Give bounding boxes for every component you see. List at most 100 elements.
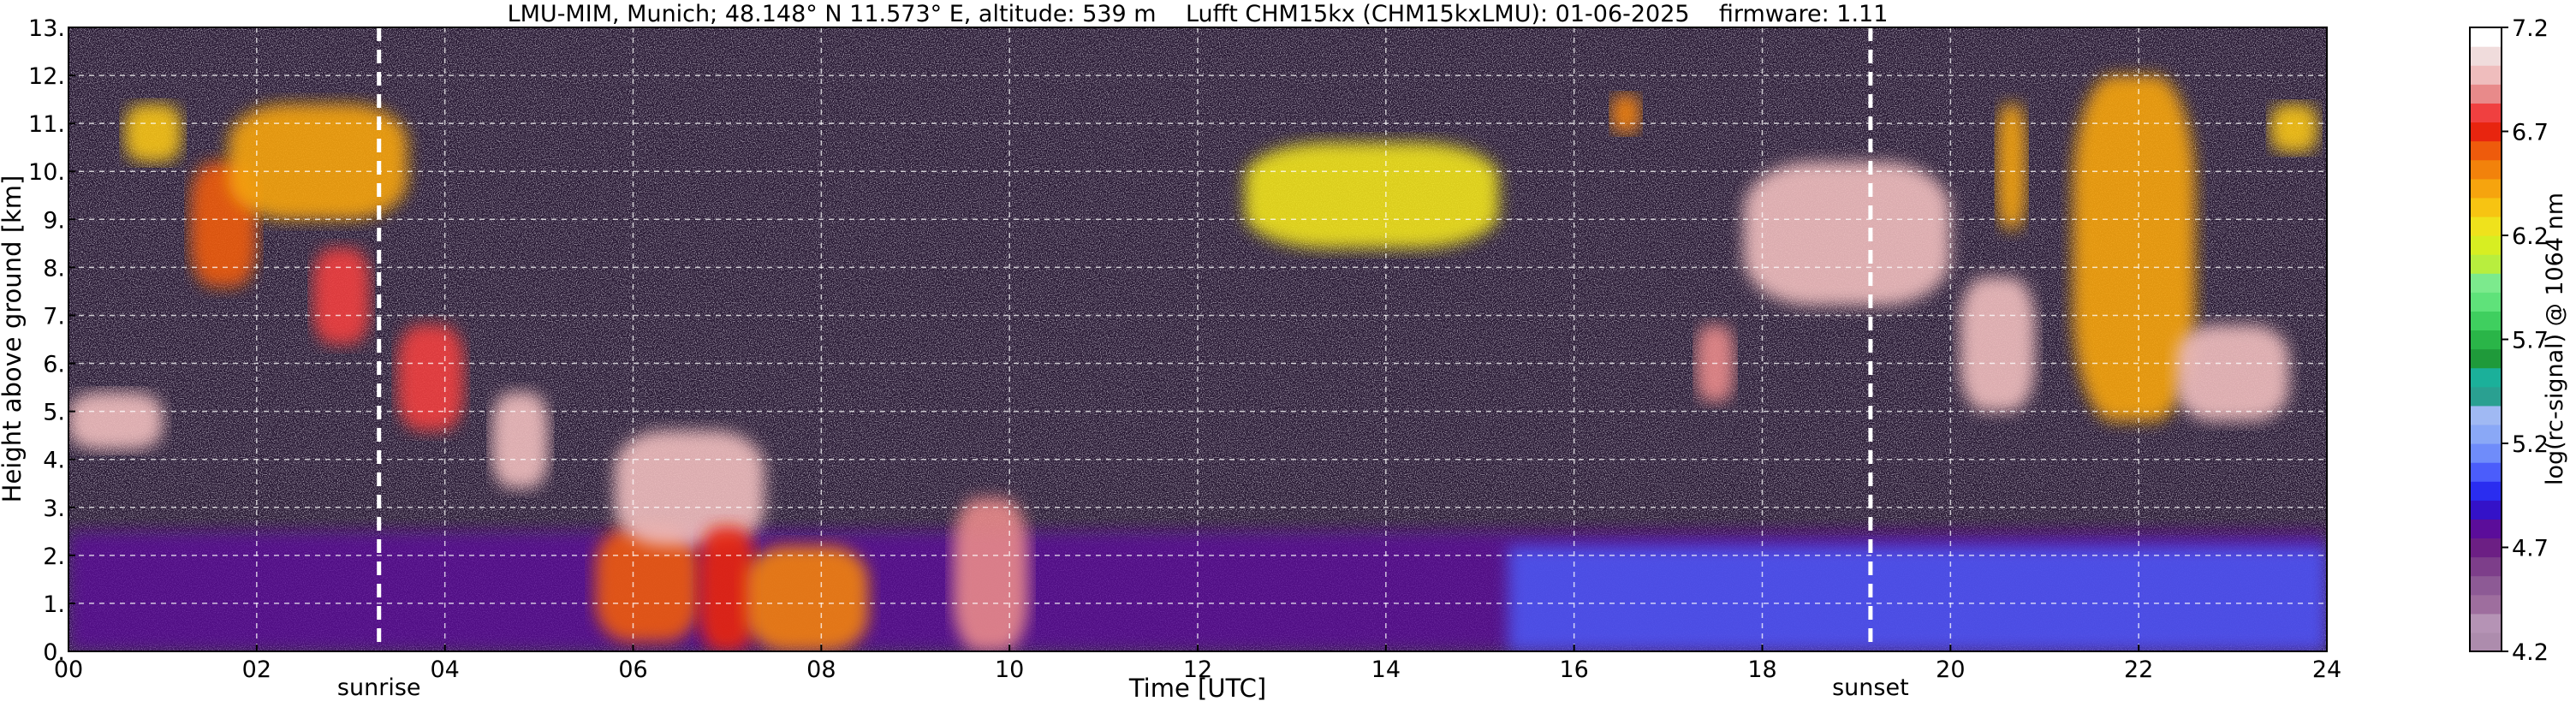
feature-aerosol_layer-1 bbox=[1508, 545, 2327, 651]
colorbar-segment bbox=[2470, 632, 2502, 652]
event-markers: sunrise sunset bbox=[337, 27, 1909, 701]
feature-cloud-22 bbox=[2270, 104, 2318, 152]
x-tick-label: 18 bbox=[1747, 656, 1776, 683]
colorbar-segment bbox=[2470, 65, 2502, 85]
colorbar-label: log(rc-signal) @ 1064 nm bbox=[2542, 193, 2568, 485]
colorbar-segment bbox=[2470, 254, 2502, 274]
chart-title: LMU-MIM, Munich; 48.148° N 11.573° E, al… bbox=[508, 1, 1889, 27]
colorbar-segment bbox=[2470, 103, 2502, 123]
feature-cloud-3 bbox=[124, 104, 181, 163]
colorbar-segment bbox=[2470, 84, 2502, 104]
colorbar-segment bbox=[2470, 424, 2502, 444]
y-axis-label: Height above ground [km] bbox=[0, 175, 27, 503]
x-tick-label: 06 bbox=[618, 656, 647, 683]
y-tick-label: 7. bbox=[43, 303, 65, 330]
y-tick-label: 1. bbox=[43, 591, 65, 618]
colorbar-segment bbox=[2470, 367, 2502, 388]
x-tick-label: 04 bbox=[430, 656, 459, 683]
colorbar-segment bbox=[2470, 159, 2502, 180]
x-tick-label: 08 bbox=[806, 656, 836, 683]
colorbar-segment bbox=[2470, 613, 2502, 633]
colorbar-segment bbox=[2470, 405, 2502, 425]
colorbar-segment bbox=[2470, 462, 2502, 482]
x-axis-label: Time [UTC] bbox=[1128, 674, 1266, 703]
feature-cloud-15 bbox=[1611, 94, 1640, 134]
colorbar-tick-label: 6.2 bbox=[2512, 223, 2549, 250]
feature-cloud-7 bbox=[397, 324, 464, 431]
colorbar-segment bbox=[2470, 481, 2502, 501]
x-tick-label: 02 bbox=[242, 656, 271, 683]
y-tick-label: 9. bbox=[43, 207, 65, 234]
x-tick-label: 14 bbox=[1371, 656, 1401, 683]
feature-cloud-21 bbox=[2176, 324, 2290, 421]
x-tick-label: 20 bbox=[1936, 656, 1965, 683]
feature-cloud-17 bbox=[1743, 162, 1951, 306]
colorbar-segment bbox=[2470, 178, 2502, 199]
y-tick-label: 4. bbox=[43, 448, 65, 474]
feature-cloud-13 bbox=[953, 497, 1029, 651]
x-axis-ticks: 00 02 04 06 08 10 12 14 16 18 20 22 24 bbox=[54, 645, 2341, 683]
colorbar-segment bbox=[2470, 235, 2502, 255]
y-tick-label: 12. bbox=[28, 63, 65, 90]
colorbar-tick-label: 5.7 bbox=[2512, 328, 2549, 354]
feature-cloud-12 bbox=[746, 545, 869, 651]
colorbar-segment bbox=[2470, 330, 2502, 350]
colorbar-ticks: 4.2 4.7 5.2 5.7 6.2 6.7 7.2 bbox=[2502, 15, 2549, 666]
colorbar-segment bbox=[2470, 519, 2502, 539]
y-tick-label: 11. bbox=[28, 111, 65, 138]
x-tick-label: 16 bbox=[1559, 656, 1588, 683]
backscatter-features bbox=[68, 75, 2327, 651]
y-axis-ticks: 0. 1. 2. 3. 4. 5. 6. 7. 8. 9. 10. 11. 12. 13. bbox=[28, 15, 75, 666]
colorbar-segment bbox=[2470, 443, 2502, 463]
feature-cloud-11 bbox=[699, 526, 756, 651]
feature-cloud-6 bbox=[312, 247, 370, 345]
x-tick-label: 10 bbox=[995, 656, 1024, 683]
x-tick-label: 12 bbox=[1183, 656, 1212, 683]
y-tick-label: 2. bbox=[43, 544, 65, 570]
colorbar-segment bbox=[2470, 292, 2502, 312]
colorbar-segment bbox=[2470, 386, 2502, 407]
y-tick-label: 3. bbox=[43, 496, 65, 522]
x-tick-label: 24 bbox=[2312, 656, 2341, 683]
y-tick-label: 5. bbox=[43, 400, 65, 426]
colorbar-tick-label: 7.2 bbox=[2512, 15, 2549, 42]
feature-cloud-5 bbox=[228, 104, 408, 220]
y-tick-label: 0. bbox=[43, 639, 65, 666]
colorbar-segment bbox=[2470, 556, 2502, 577]
colorbar-segment bbox=[2470, 594, 2502, 615]
colorbar-tick-label: 5.2 bbox=[2512, 431, 2549, 458]
colorbar bbox=[2470, 27, 2502, 652]
colorbar-segment bbox=[2470, 575, 2502, 596]
feature-cloud-19 bbox=[1997, 104, 2026, 229]
colorbar-segment bbox=[2470, 140, 2502, 161]
y-tick-label: 8. bbox=[43, 255, 65, 282]
colorbar-tick-label: 4.7 bbox=[2512, 536, 2549, 562]
colorbar-segment bbox=[2470, 538, 2502, 558]
feature-cloud-18 bbox=[1960, 276, 2036, 412]
colorbar-segment bbox=[2470, 500, 2502, 520]
y-tick-label: 10. bbox=[28, 159, 65, 186]
sunset-label: sunset bbox=[1832, 674, 1909, 701]
y-tick-label: 6. bbox=[43, 352, 65, 378]
feature-cloud-14 bbox=[1244, 142, 1499, 248]
colorbar-segment bbox=[2470, 348, 2502, 369]
feature-cloud-9 bbox=[595, 526, 699, 642]
colorbar-tick-label: 6.7 bbox=[2512, 120, 2549, 146]
sunrise-label: sunrise bbox=[337, 674, 421, 701]
colorbar-segment bbox=[2470, 216, 2502, 236]
x-tick-label: 00 bbox=[54, 656, 83, 683]
colorbar-segment bbox=[2470, 197, 2502, 217]
colorbar-segment bbox=[2470, 273, 2502, 293]
feature-cloud-8 bbox=[491, 392, 549, 489]
feature-cloud-20 bbox=[2073, 75, 2196, 421]
colorbar-segment bbox=[2470, 122, 2502, 142]
feature-cloud-2 bbox=[68, 392, 163, 450]
grid-lines bbox=[68, 27, 2327, 651]
colorbar-tick-label: 4.2 bbox=[2512, 639, 2549, 666]
colorbar-segment bbox=[2470, 27, 2502, 47]
colorbar-segment bbox=[2470, 46, 2502, 66]
colorbar-segment bbox=[2470, 311, 2502, 331]
x-tick-label: 22 bbox=[2124, 656, 2153, 683]
y-tick-label: 13. bbox=[28, 15, 65, 42]
